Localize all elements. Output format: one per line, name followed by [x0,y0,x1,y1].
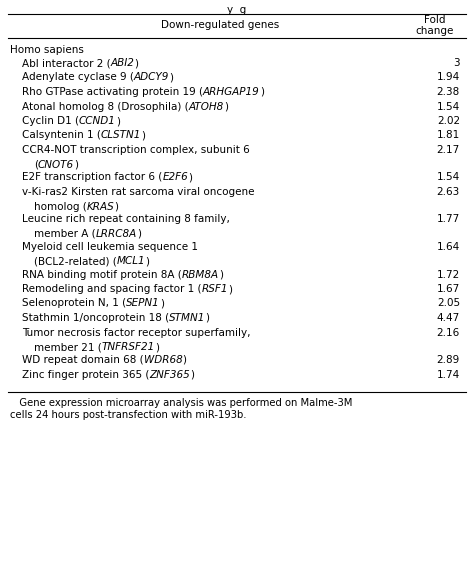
Text: 1.74: 1.74 [437,370,460,379]
Text: 2.16: 2.16 [437,328,460,337]
Text: member A (: member A ( [34,229,96,239]
Text: E2F transcription factor 6 (: E2F transcription factor 6 ( [22,172,162,183]
Text: ): ) [155,342,159,352]
Text: ARHGAP19: ARHGAP19 [203,87,260,97]
Text: Tumor necrosis factor receptor superfamily,: Tumor necrosis factor receptor superfami… [22,328,250,337]
Text: ADCY9: ADCY9 [134,73,169,83]
Text: ): ) [190,370,194,379]
Text: change: change [416,26,454,36]
Text: member 21 (: member 21 ( [34,342,102,352]
Text: Cyclin D1 (: Cyclin D1 ( [22,116,79,126]
Text: 1.94: 1.94 [437,73,460,83]
Text: Adenylate cyclase 9 (: Adenylate cyclase 9 ( [22,73,134,83]
Text: ): ) [141,130,145,141]
Text: 4.47: 4.47 [437,313,460,323]
Text: Stathmin 1/oncoprotein 18 (: Stathmin 1/oncoprotein 18 ( [22,313,169,323]
Text: CLSTN1: CLSTN1 [101,130,141,141]
Text: Leucine rich repeat containing 8 family,: Leucine rich repeat containing 8 family, [22,214,230,225]
Text: ): ) [115,201,118,211]
Text: Remodeling and spacing factor 1 (: Remodeling and spacing factor 1 ( [22,284,201,294]
Text: 1.81: 1.81 [437,130,460,141]
Text: Myeloid cell leukemia sequence 1: Myeloid cell leukemia sequence 1 [22,242,198,252]
Text: ZNF365: ZNF365 [149,370,190,379]
Text: y  g: y g [228,5,246,15]
Text: RSF1: RSF1 [201,284,228,294]
Text: Gene expression microarray analysis was performed on Malme-3M: Gene expression microarray analysis was … [10,398,352,408]
Text: ATOH8: ATOH8 [189,101,224,112]
Text: MCL1: MCL1 [117,256,146,266]
Text: LRRC8A: LRRC8A [96,229,137,239]
Text: Calsyntenin 1 (: Calsyntenin 1 ( [22,130,101,141]
Text: 2.17: 2.17 [437,145,460,155]
Text: ): ) [74,159,78,170]
Text: WDR68: WDR68 [144,355,182,365]
Text: 2.05: 2.05 [437,298,460,308]
Text: 1.54: 1.54 [437,101,460,112]
Text: ): ) [206,313,210,323]
Text: ): ) [219,269,223,280]
Text: 2.89: 2.89 [437,355,460,365]
Text: STMN1: STMN1 [169,313,206,323]
Text: v-Ki-ras2 Kirsten rat sarcoma viral oncogene: v-Ki-ras2 Kirsten rat sarcoma viral onco… [22,187,255,197]
Text: ): ) [228,284,232,294]
Text: ): ) [188,172,192,183]
Text: 1.67: 1.67 [437,284,460,294]
Text: SEPN1: SEPN1 [126,298,160,308]
Text: CNOT6: CNOT6 [38,159,74,170]
Text: cells 24 hours post-transfection with miR-193b.: cells 24 hours post-transfection with mi… [10,410,246,420]
Text: Fold: Fold [424,15,446,25]
Text: 2.38: 2.38 [437,87,460,97]
Text: homolog (: homolog ( [34,201,87,211]
Text: WD repeat domain 68 (: WD repeat domain 68 ( [22,355,144,365]
Text: TNFRSF21: TNFRSF21 [102,342,155,352]
Text: ): ) [260,87,264,97]
Text: Selenoprotein N, 1 (: Selenoprotein N, 1 ( [22,298,126,308]
Text: 1.72: 1.72 [437,269,460,280]
Text: ): ) [182,355,186,365]
Text: Homo sapiens: Homo sapiens [10,45,84,55]
Text: ): ) [224,101,228,112]
Text: ): ) [116,116,120,126]
Text: Atonal homolog 8 (Drosophila) (: Atonal homolog 8 (Drosophila) ( [22,101,189,112]
Text: ): ) [135,58,138,68]
Text: 2.02: 2.02 [437,116,460,126]
Text: RBM8A: RBM8A [182,269,219,280]
Text: 1.54: 1.54 [437,172,460,183]
Text: RNA binding motif protein 8A (: RNA binding motif protein 8A ( [22,269,182,280]
Text: KRAS: KRAS [87,201,115,211]
Text: 1.64: 1.64 [437,242,460,252]
Text: CCND1: CCND1 [79,116,116,126]
Text: ABI2: ABI2 [110,58,135,68]
Text: Down-regulated genes: Down-regulated genes [161,20,279,30]
Text: CCR4-NOT transcription complex, subunit 6: CCR4-NOT transcription complex, subunit … [22,145,250,155]
Text: 2.63: 2.63 [437,187,460,197]
Text: Zinc finger protein 365 (: Zinc finger protein 365 ( [22,370,149,379]
Text: ): ) [146,256,149,266]
Text: 1.77: 1.77 [437,214,460,225]
Text: ): ) [160,298,164,308]
Text: (BCL2-related) (: (BCL2-related) ( [34,256,117,266]
Text: E2F6: E2F6 [162,172,188,183]
Text: Rho GTPase activating protein 19 (: Rho GTPase activating protein 19 ( [22,87,203,97]
Text: (: ( [34,159,38,170]
Text: 3: 3 [453,58,460,68]
Text: ): ) [169,73,173,83]
Text: Abl interactor 2 (: Abl interactor 2 ( [22,58,110,68]
Text: ): ) [137,229,141,239]
